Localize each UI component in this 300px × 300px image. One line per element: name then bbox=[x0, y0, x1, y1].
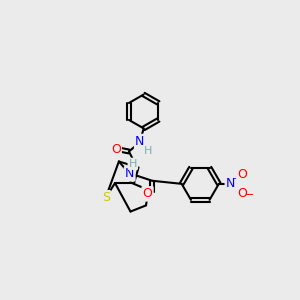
Text: N: N bbox=[226, 177, 235, 190]
Text: +: + bbox=[232, 174, 240, 184]
Text: H: H bbox=[144, 146, 152, 157]
Text: N: N bbox=[135, 135, 145, 148]
Text: O: O bbox=[237, 168, 247, 181]
Text: −: − bbox=[244, 190, 254, 200]
Text: H: H bbox=[129, 159, 137, 169]
Text: O: O bbox=[237, 187, 247, 200]
Text: S: S bbox=[102, 191, 110, 204]
Text: O: O bbox=[111, 143, 121, 156]
Text: O: O bbox=[142, 187, 152, 200]
Text: N: N bbox=[125, 167, 134, 180]
